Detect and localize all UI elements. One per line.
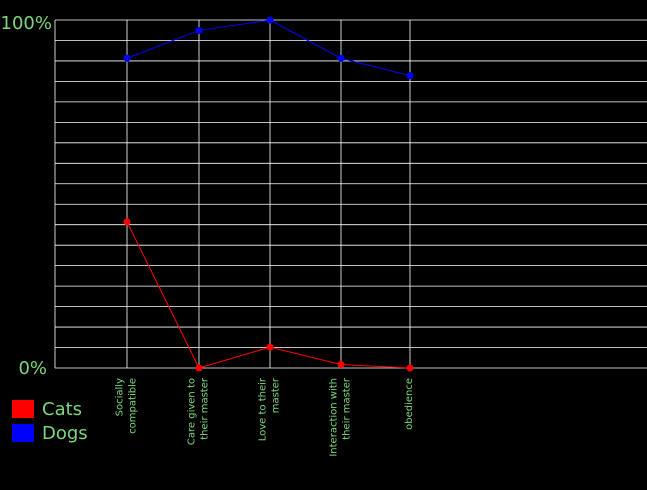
x-tick-label: Socially compatible [115,378,139,434]
data-point-dogs-4 [406,72,414,80]
data-point-dogs-2 [266,16,274,24]
x-tick-label: Care given to their master [187,377,211,445]
legend-swatch-cats [12,400,34,418]
data-point-cats-3 [337,361,345,369]
legend-item-dogs: Dogs [12,421,88,445]
y-tick-label-min: 0% [18,358,47,379]
legend-swatch-dogs [12,424,34,442]
x-tick-label: Love to their master [258,377,282,441]
data-point-cats-1 [195,364,203,372]
data-point-cats-2 [266,343,274,351]
series-line-dogs [126,19,411,77]
data-point-dogs-0 [123,54,131,62]
data-point-dogs-1 [195,26,203,34]
grid-lines [54,19,647,369]
x-tick-label: Interaction with their master [329,377,353,457]
data-point-dogs-3 [337,54,345,62]
legend-label-cats: Cats [42,398,83,420]
data-point-cats-4 [406,364,414,372]
legend-label-dogs: Dogs [42,422,88,444]
data-point-cats-0 [123,218,131,226]
series-layer [123,16,414,372]
legend-item-cats: Cats [12,397,88,421]
x-tick-label: obedience [404,378,415,430]
legend: Cats Dogs [12,397,88,445]
x-tick-labels: Socially compatible Care given to their mas… [115,377,416,457]
y-tick-label-max: 100% [1,13,52,34]
